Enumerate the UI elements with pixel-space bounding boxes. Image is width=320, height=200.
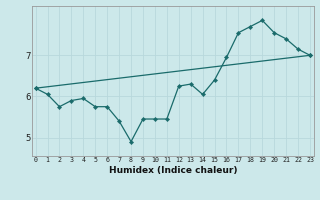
X-axis label: Humidex (Indice chaleur): Humidex (Indice chaleur) xyxy=(108,166,237,175)
